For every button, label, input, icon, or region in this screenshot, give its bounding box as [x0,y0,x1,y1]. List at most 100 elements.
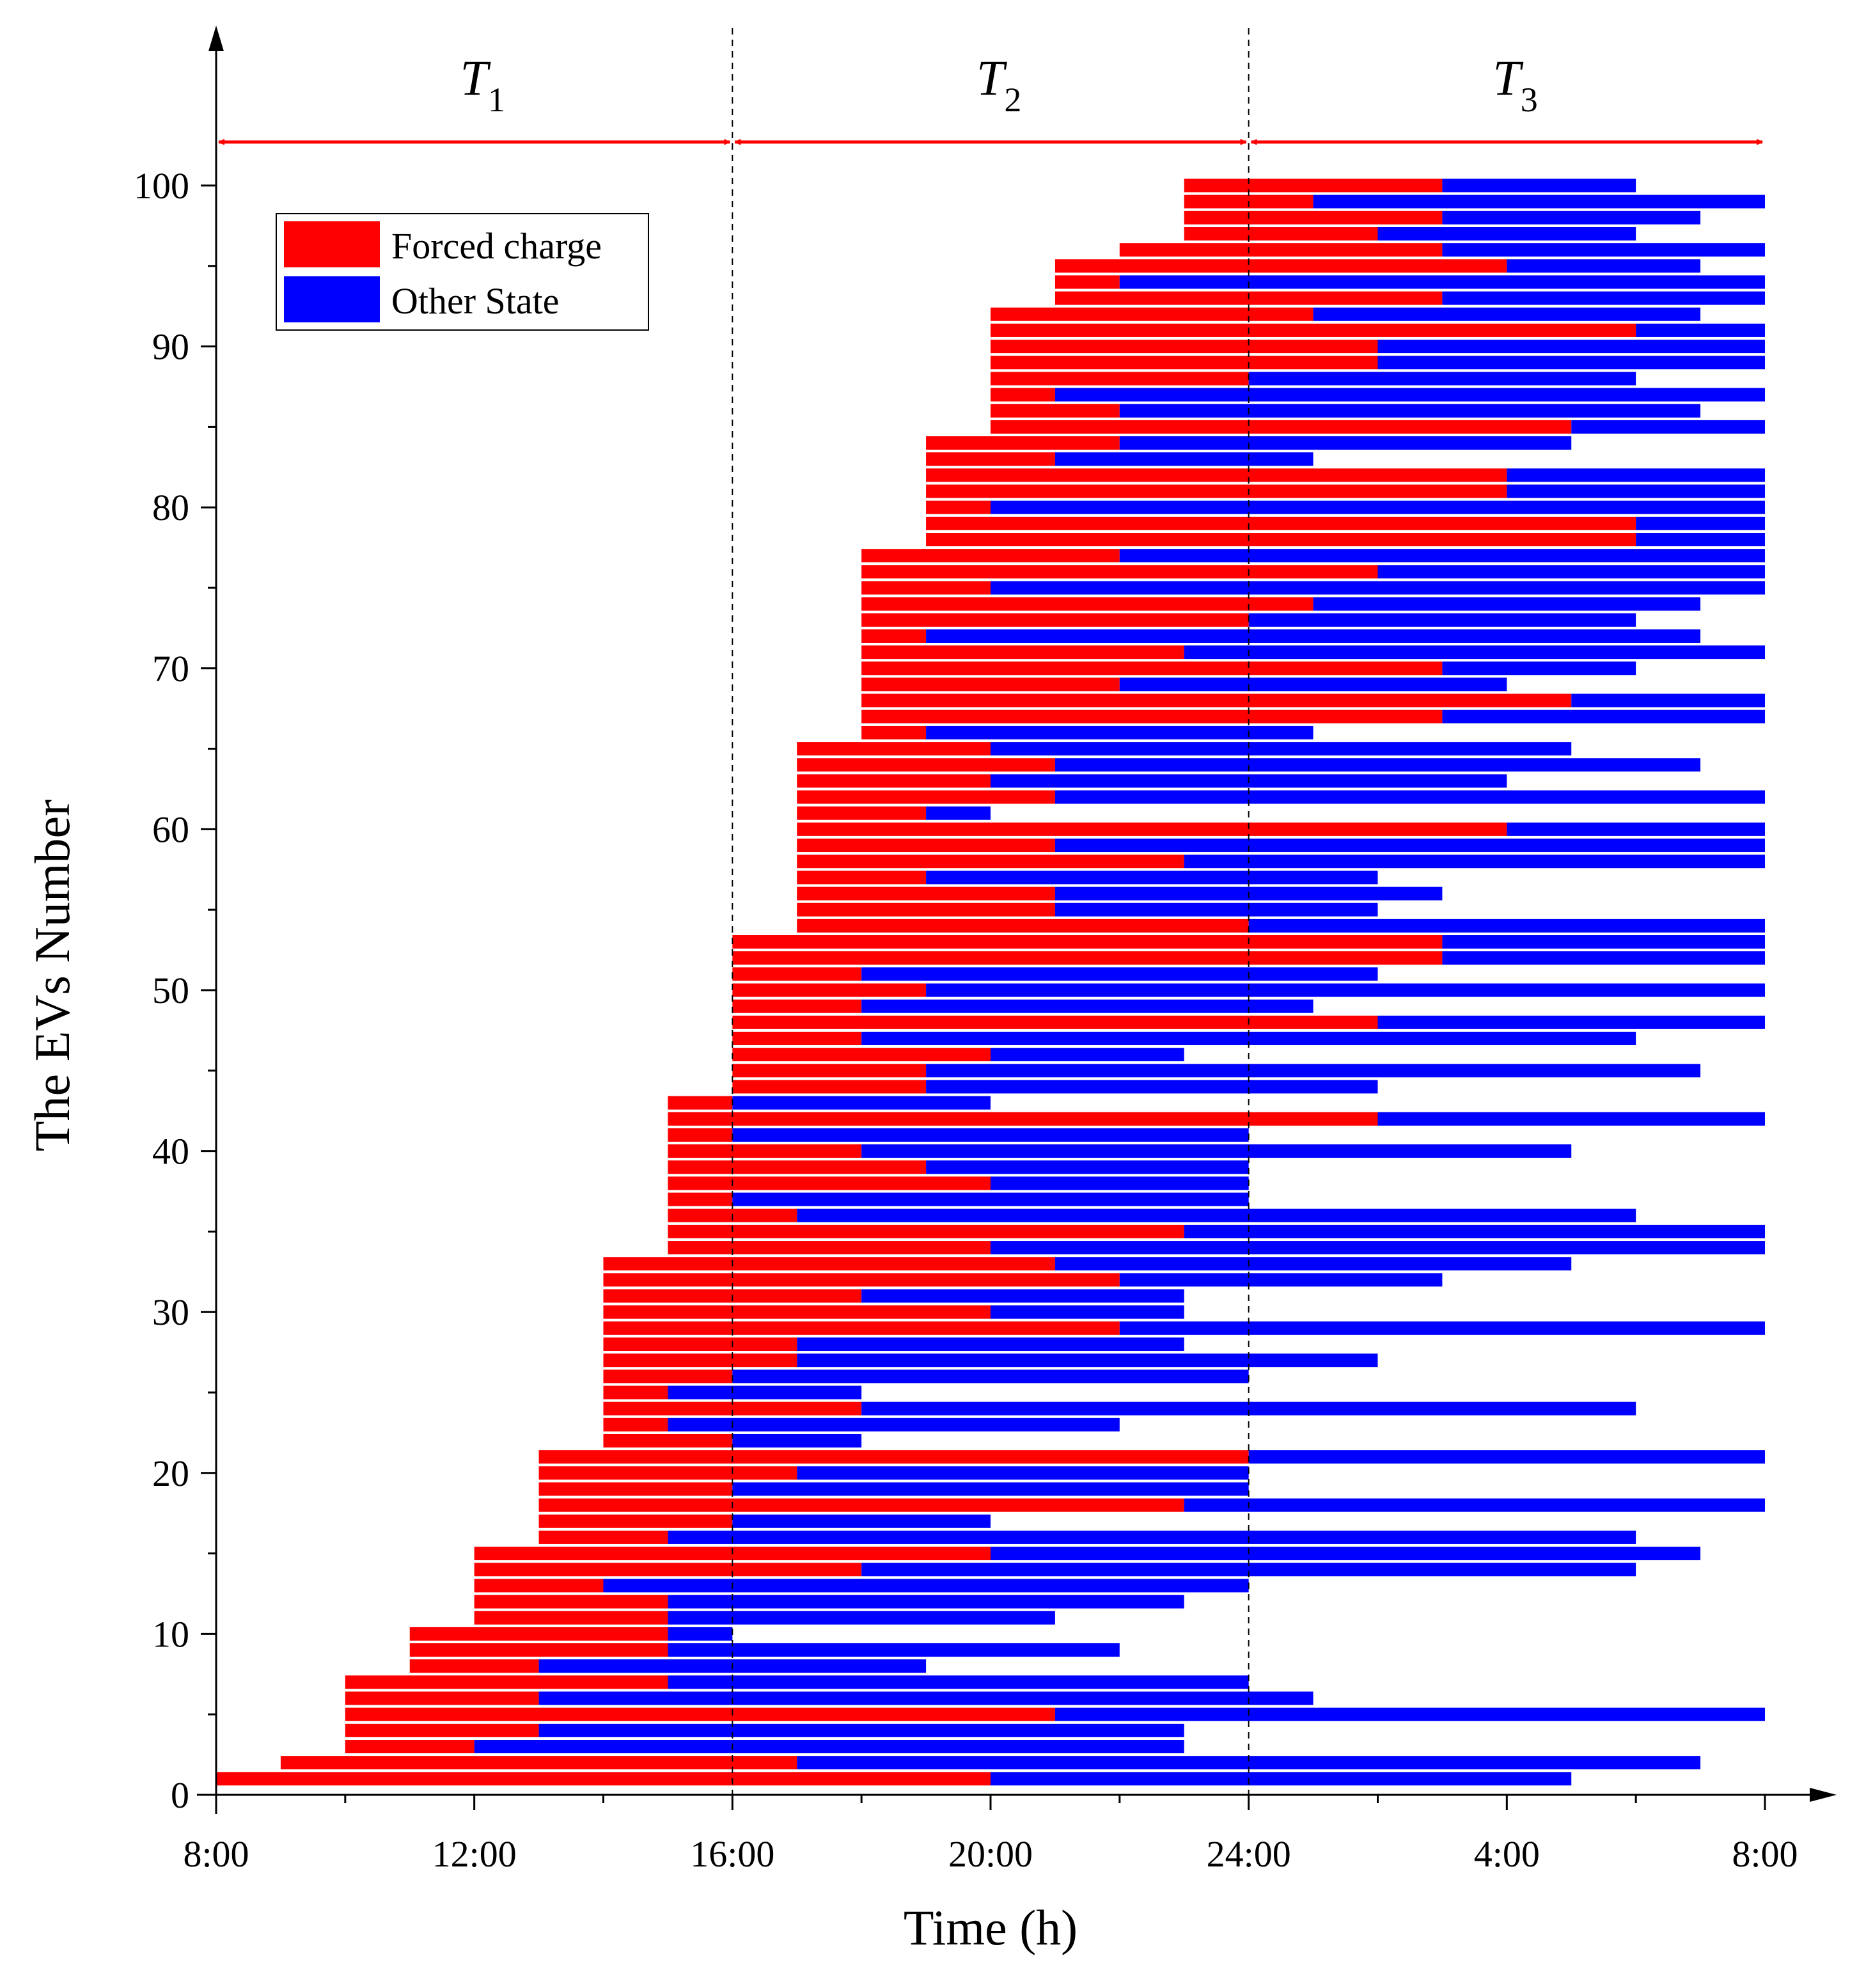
ev-28-forced-charge-bar [603,1337,797,1352]
x-tick-label-6: 8:00 [1732,1833,1798,1875]
ev-54-forced-charge-bar [797,919,1249,933]
ev-81-other-state-bar [1507,484,1765,498]
x-tick-label-1: 12:00 [432,1833,517,1875]
ev-96-forced-charge-bar [1119,243,1443,257]
ev-9-forced-charge-bar [409,1643,668,1657]
y-tick-label-0: 0 [171,1774,189,1816]
ev-62-other-state-bar [1054,790,1765,804]
ev-6-forced-charge-bar [345,1691,539,1705]
ev-11-forced-charge-bar [474,1611,668,1625]
x-tick-label-2: 16:00 [690,1833,774,1875]
axes [197,26,1837,1814]
ev-86-forced-charge-bar [991,404,1120,418]
ev-45-forced-charge-bar [732,1064,927,1078]
period-arrows: T1 T2 T3 [218,50,1763,145]
ev-82-other-state-bar [1507,468,1765,482]
ev-19-forced-charge-bar [538,1482,733,1496]
ev-98-other-state-bar [1442,210,1701,225]
ev-14-other-state-bar [861,1563,1636,1577]
ev-13-forced-charge-bar [474,1579,604,1593]
ev-78-other-state-bar [1636,533,1765,547]
ev-27-forced-charge-bar [603,1353,797,1368]
ev-29-other-state-bar [1119,1321,1765,1335]
ev-88-forced-charge-bar [991,372,1249,386]
ev-59-other-state-bar [1054,839,1765,853]
ev-35-forced-charge-bar [668,1224,1184,1238]
ev-64-forced-charge-bar [797,758,1055,772]
ev-76-other-state-bar [1377,565,1765,579]
ev-54-other-state-bar [1248,919,1765,933]
ev-46-other-state-bar [991,1048,1184,1062]
legend-swatch-other-state [284,276,380,322]
ev-25-other-state-bar [668,1385,862,1400]
x-tick-label-5: 4:00 [1474,1833,1540,1875]
ev-82-forced-charge-bar [926,468,1507,482]
ev-97-other-state-bar [1377,226,1636,241]
ev-72-other-state-bar [926,629,1701,643]
x-axis-arrowhead [1810,1788,1837,1802]
y-tick-label-1: 10 [152,1613,189,1655]
ev-40-other-state-bar [861,1144,1572,1158]
ev-56-forced-charge-bar [797,887,1055,901]
ev-74-other-state-bar [1313,597,1701,611]
period-label-1: T1 [460,50,505,119]
ev-12-forced-charge-bar [474,1595,668,1609]
ev-16-forced-charge-bar [538,1530,668,1544]
ev-70-other-state-bar [1442,661,1636,675]
ev-74-forced-charge-bar [861,597,1313,611]
ev-4-forced-charge-bar [345,1723,539,1737]
ev-49-forced-charge-bar [732,999,862,1013]
ev-11-other-state-bar [668,1611,1055,1625]
ev-77-other-state-bar [1119,549,1765,563]
ev-64-other-state-bar [1054,758,1701,772]
ev-79-forced-charge-bar [926,516,1636,530]
ev-70-forced-charge-bar [861,661,1443,675]
ev-42-other-state-bar [1377,1112,1765,1126]
ev-21-forced-charge-bar [538,1450,1249,1464]
ev-14-forced-charge-bar [474,1563,862,1577]
ev-57-forced-charge-bar [797,871,927,885]
ev-2-forced-charge-bar [280,1756,797,1770]
ev-17-other-state-bar [732,1514,991,1528]
ev-18-other-state-bar [1184,1498,1765,1512]
ev-78-forced-charge-bar [926,533,1636,547]
ev-67-other-state-bar [1442,709,1765,723]
ev-41-other-state-bar [732,1128,1249,1142]
ev-25-forced-charge-bar [603,1385,668,1400]
ev-24-other-state-bar [861,1401,1636,1416]
y-tick-label-3: 30 [152,1291,189,1333]
ev-61-other-state-bar [926,806,991,820]
ev-48-other-state-bar [1377,1015,1765,1029]
ev-1-other-state-bar [991,1772,1572,1786]
ev-80-forced-charge-bar [926,500,991,514]
ev-84-forced-charge-bar [926,436,1120,450]
ev-95-other-state-bar [1507,259,1701,273]
ev-37-other-state-bar [732,1192,1249,1206]
ev-27-other-state-bar [797,1353,1378,1368]
ev-91-forced-charge-bar [991,323,1636,337]
ev-95-forced-charge-bar [1054,259,1507,273]
period-label-sub-3: 3 [1521,81,1538,119]
ev-75-other-state-bar [991,581,1765,595]
x-tick-label-0: 8:00 [183,1833,249,1875]
ev-43-forced-charge-bar [668,1096,733,1110]
ev-93-other-state-bar [1442,291,1765,305]
ev-86-other-state-bar [1119,404,1701,418]
y-axis-title: The EVs Number [24,800,80,1151]
ev-30-forced-charge-bar [603,1305,991,1319]
ev-22-other-state-bar [732,1433,862,1448]
legend-swatch-forced-charge [284,221,380,267]
ev-22-forced-charge-bar [603,1433,733,1448]
ev-90-other-state-bar [1377,340,1765,354]
ev-19-other-state-bar [732,1482,1249,1496]
ev-100-forced-charge-bar [1184,178,1443,193]
ev-49-other-state-bar [861,999,1313,1013]
ev-39-forced-charge-bar [668,1160,927,1174]
ev-67-forced-charge-bar [861,709,1443,723]
ev-40-forced-charge-bar [668,1144,862,1158]
ev-57-other-state-bar [926,871,1378,885]
ev-92-other-state-bar [1313,307,1701,321]
ev-47-forced-charge-bar [732,1031,862,1045]
ev-97-forced-charge-bar [1184,226,1378,241]
